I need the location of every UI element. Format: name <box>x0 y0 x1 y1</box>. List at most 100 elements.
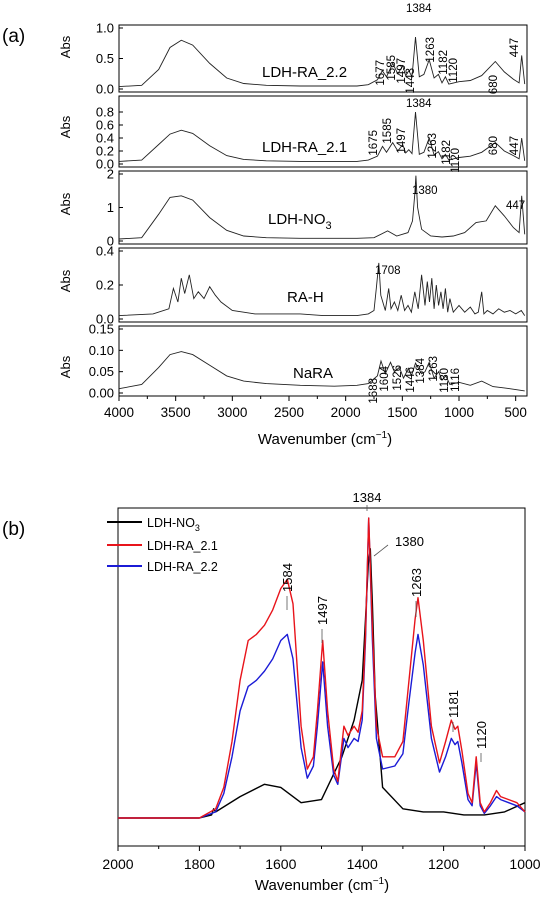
subplot-nara-peak-label-1263: 1263 <box>428 356 440 382</box>
panel-b-peak-label-1497: 1497 <box>315 596 330 625</box>
series-line-ldh-ra-2-1 <box>118 517 526 819</box>
panel-b-x-tick-label: 2000 <box>102 856 133 872</box>
subplot-ldh-no3-peak-label-447: 447 <box>506 200 525 212</box>
subplot-nara-peak-label-1604: 1604 <box>379 365 391 391</box>
subplot-ldh-ra-2-1: Abs LDH-RA_2.1 0.00.20.40.60.8 1675 1585 14… <box>58 95 528 173</box>
subplot-ldh-ra-2-1-y-tick-label: 0.6 <box>96 118 114 133</box>
panel-b-legend: LDH-NO3 LDH-RA_2.1 LDH-RA_2.2 <box>107 516 218 574</box>
subplot-ra-h-y-tick-label: 0.2 <box>96 278 114 293</box>
subplot-ldh-ra-2-1-ylabel: Abs <box>58 115 73 138</box>
panel-a-x-axis: 4000 3500 3000 2500 2000 1500 1000 500 <box>104 396 527 420</box>
subplot-nara-peak-label-1688: 1688 <box>368 378 380 404</box>
subplot-ldh-ra-2-2-peak-label-1120: 1120 <box>448 58 460 83</box>
subplot-ldh-ra-2-2-peak-label-1585: 1585 <box>386 55 398 81</box>
subplot-nara: Abs NaRA 0.00 0.05 0.10 0.15 1688 1604 1526 144… <box>58 322 528 404</box>
subplot-ldh-no3-y-tick-label: 0 <box>107 234 114 249</box>
panel-b-peak-leader-1380 <box>373 544 389 557</box>
subplot-ldh-ra-2-1-y-tick-label: 0.8 <box>96 105 114 120</box>
subplot-ldh-no3-peak-label-1380: 1380 <box>412 185 438 197</box>
series-line-ldh-no3 <box>118 548 526 819</box>
subplot-ldh-ra-2-2-peak-label-1384: 1384 <box>406 3 432 15</box>
subplot-ldh-ra-2-2-peak-label-1263: 1263 <box>425 37 437 63</box>
subplot-ldh-ra-2-1-peak-label-1675: 1675 <box>368 130 380 156</box>
subplot-nara-frame <box>118 325 528 397</box>
subplot-ldh-no3-ylabel: Abs <box>58 192 73 215</box>
subplot-ldh-ra-2-2-label: LDH-RA_2.2 <box>262 64 347 81</box>
subplot-ldh-ra-2-2-peak-label-447: 447 <box>509 38 521 57</box>
subplot-ldh-ra-2-2-peak-label-1443: 1443 <box>405 68 417 94</box>
subplot-ldh-ra-2-2-peak-label-1497: 1497 <box>396 58 408 84</box>
panel-b-peak-label-1263: 1263 <box>409 568 424 597</box>
subplot-ldh-ra-2-2-ylabel: Abs <box>58 35 73 58</box>
subplot-ldh-ra-2-2-peak-label-1182: 1182 <box>438 50 450 75</box>
panel-a-x-axis-title: Wavenumber (cm−1) <box>258 430 392 448</box>
panel-b-peak-label-1584: 1584 <box>280 563 295 592</box>
panel-b-peak-label-1181: 1181 <box>446 690 461 718</box>
panel-a-x-tick-label: 2000 <box>331 405 361 420</box>
panel-a-x-tick-label: 500 <box>504 405 527 420</box>
subplot-ldh-ra-2-2-peak-label-680: 680 <box>488 75 500 94</box>
subplot-ldh-ra-2-1-peak-label-1497: 1497 <box>396 128 408 154</box>
subplot-nara-label: NaRA <box>293 365 333 382</box>
panel-b-x-tick-label: 1800 <box>184 856 215 872</box>
subplot-ldh-ra-2-1-peak-label-1384: 1384 <box>406 98 432 110</box>
subplot-ldh-ra-2-1-label: LDH-RA_2.1 <box>262 139 347 156</box>
subplot-ldh-no3-label: LDH-NO3 <box>268 211 332 232</box>
panel-b: (b) 2000 1800 1600 1400 1200 1000 1584 1497 1384… <box>2 490 541 894</box>
subplot-ldh-no3-frame <box>118 170 528 245</box>
subplot-nara-peak-label-1446: 1446 <box>405 367 417 393</box>
panel-b-label: (b) <box>2 519 25 540</box>
subplot-ldh-no3-y-tick-label: 1 <box>107 200 114 215</box>
subplot-nara-y-tick-label: 0.05 <box>89 364 114 379</box>
panel-a-x-tick-label: 1500 <box>387 405 417 420</box>
subplot-ra-h-ylabel: Abs <box>58 269 73 292</box>
subplot-ldh-ra-2-1-peak-label-1263: 1263 <box>427 133 439 159</box>
subplot-nara-peak-label-1384: 1384 <box>415 357 427 383</box>
subplot-ldh-ra-2-1-peak-label-1120: 1120 <box>450 148 462 173</box>
panel-b-x-tick-label: 1600 <box>265 856 296 872</box>
subplot-nara-y-tick-label: 0.15 <box>89 322 114 337</box>
subplot-ldh-ra-2-2: Abs LDH-RA_2.2 0.0 0.5 1.0 1677 158514971443… <box>58 3 528 97</box>
subplot-ra-h-y-tick-label: 0.4 <box>96 244 114 259</box>
subplot-nara-peak-label-1180: 1180 <box>439 368 451 393</box>
subplot-ldh-ra-2-2-peak-label-1677: 1677 <box>375 60 387 86</box>
panel-b-x-tick-label: 1400 <box>347 856 378 872</box>
panel-a-x-tick-label: 2500 <box>274 405 304 420</box>
subplot-ldh-ra-2-2-y-tick-label: 0.0 <box>96 82 114 97</box>
subplot-nara-ylabel: Abs <box>58 355 73 378</box>
subplot-ra-h-peak-label-1708: 1708 <box>375 265 401 277</box>
subplot-ldh-ra-2-1-spectrum-line <box>118 111 526 162</box>
panel-a-x-tick-label: 3000 <box>217 405 247 420</box>
panel-b-peak-label-1120: 1120 <box>474 721 489 749</box>
subplot-ldh-ra-2-1-peak-label-680: 680 <box>488 136 500 155</box>
panel-b-peak-label-1384: 1384 <box>353 490 382 505</box>
subplot-ldh-no3-y-tick-label: 2 <box>107 167 114 182</box>
legend-label-ldh-no3: LDH-NO3 <box>147 516 200 533</box>
subplot-ldh-no3-spectrum-line <box>118 175 526 240</box>
subplot-ra-h-label: RA-H <box>287 289 324 306</box>
subplot-ldh-ra-2-1-y-tick-label: 0.0 <box>96 157 114 172</box>
subplot-nara-peak-label-1526: 1526 <box>392 365 404 391</box>
panel-a-x-tick-label: 1000 <box>444 405 474 420</box>
subplot-ldh-ra-2-2-y-tick-label: 1.0 <box>96 21 114 36</box>
subplot-ldh-ra-2-2-spectrum-line <box>118 37 526 88</box>
subplot-ldh-ra-2-1-peak-label-447: 447 <box>509 136 521 155</box>
subplot-nara-spectrum-line <box>118 351 525 392</box>
panel-a-x-tick-label: 3500 <box>161 405 191 420</box>
subplot-ra-h: Abs RA-H 0.0 0.2 0.4 1708 <box>58 244 528 327</box>
subplot-ra-h-y-tick-label: 0.0 <box>96 312 114 327</box>
subplot-ldh-ra-2-1-y-tick-label: 0.2 <box>96 144 114 159</box>
subplot-ldh-ra-2-2-frame <box>118 24 528 93</box>
subplot-ldh-ra-2-1-frame <box>118 95 528 168</box>
subplot-ldh-ra-2-1-peak-label-1585: 1585 <box>382 118 394 144</box>
panel-a-label: (a) <box>2 26 25 47</box>
subplot-nara-peak-label-1116: 1116 <box>450 368 462 392</box>
legend-label-ldh-ra-2-1: LDH-RA_2.1 <box>147 539 218 553</box>
panel-b-x-axis-title: Wavenumber (cm−1) <box>255 876 389 894</box>
panel-b-peak-label-1380: 1380 <box>395 534 424 549</box>
subplot-ldh-ra-2-1-y-tick-label: 0.4 <box>96 131 114 146</box>
panel-b-x-tick-label: 1000 <box>509 856 540 872</box>
subplot-nara-y-tick-label: 0.00 <box>89 386 114 401</box>
